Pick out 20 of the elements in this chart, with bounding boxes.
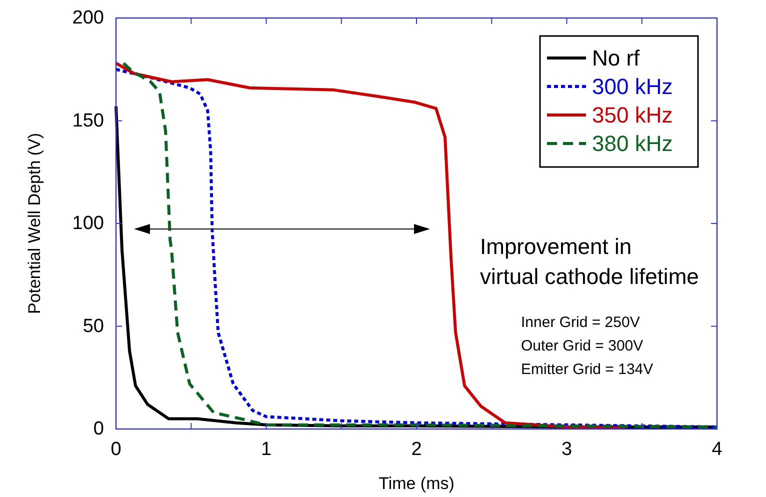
x-tick-label: 1	[260, 439, 272, 460]
annotation: Improvement in virtual cathode lifetime	[480, 234, 699, 289]
x-tick-label: 2	[411, 439, 422, 460]
annotation: Outer Grid = 300V	[521, 338, 644, 354]
annotation: Inner Grid = 250V	[521, 314, 640, 331]
legend-label: 350 kHz	[592, 102, 673, 128]
legend-label: No rf	[592, 46, 641, 70]
y-axis-title: Potential Well Depth (V)	[25, 132, 44, 314]
x-tick-label: 4	[712, 439, 723, 460]
annotation: Emitter Grid = 134V	[521, 361, 654, 378]
y-tick-label: 200	[72, 8, 104, 28]
y-tick-label: 0	[93, 418, 104, 440]
y-tick-label: 150	[72, 110, 104, 132]
x-tick-label: 0	[110, 439, 122, 460]
y-tick-label: 50	[82, 316, 104, 337]
y-tick-label: 100	[72, 213, 104, 234]
x-tick-label: 3	[561, 439, 572, 460]
legend-label: 380 kHz	[592, 131, 673, 156]
x-axis-title: Time (ms)	[378, 474, 454, 493]
legend-label: 300 kHz	[592, 74, 673, 99]
